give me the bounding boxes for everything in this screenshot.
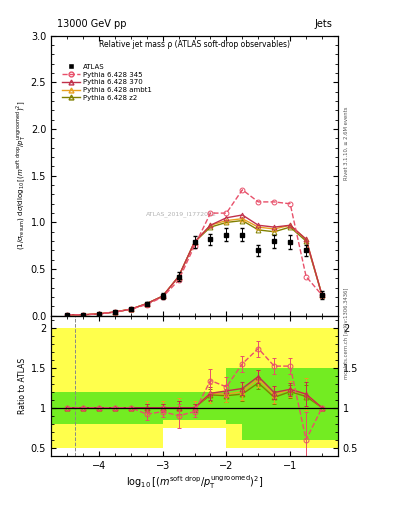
Y-axis label: $(1/\sigma_{\rm resum})\ \mathrm{d}\sigma/\mathrm{d}\log_{10}[(m^{\rm soft\ drop: $(1/\sigma_{\rm resum})\ \mathrm{d}\sigm… — [15, 101, 28, 250]
Text: 13000 GeV pp: 13000 GeV pp — [57, 19, 126, 29]
Legend: ATLAS, Pythia 6.428 345, Pythia 6.428 370, Pythia 6.428 ambt1, Pythia 6.428 z2: ATLAS, Pythia 6.428 345, Pythia 6.428 37… — [60, 62, 154, 103]
Text: mcplots.cern.ch [arXiv:1306.3436]: mcplots.cern.ch [arXiv:1306.3436] — [344, 287, 349, 378]
X-axis label: $\log_{10}[(m^{\rm soft\ drop}/p_{\rm T}^{\rm ungroomed})^2]$: $\log_{10}[(m^{\rm soft\ drop}/p_{\rm T}… — [126, 473, 263, 491]
Text: Jets: Jets — [314, 19, 332, 29]
Text: ATLAS_2019_I1772062: ATLAS_2019_I1772062 — [146, 211, 217, 217]
Text: Relative jet mass ρ (ATLAS soft-drop observables): Relative jet mass ρ (ATLAS soft-drop obs… — [99, 40, 290, 49]
Text: Rivet 3.1.10, ≥ 2.6M events: Rivet 3.1.10, ≥ 2.6M events — [344, 106, 349, 180]
Y-axis label: Ratio to ATLAS: Ratio to ATLAS — [18, 358, 27, 414]
